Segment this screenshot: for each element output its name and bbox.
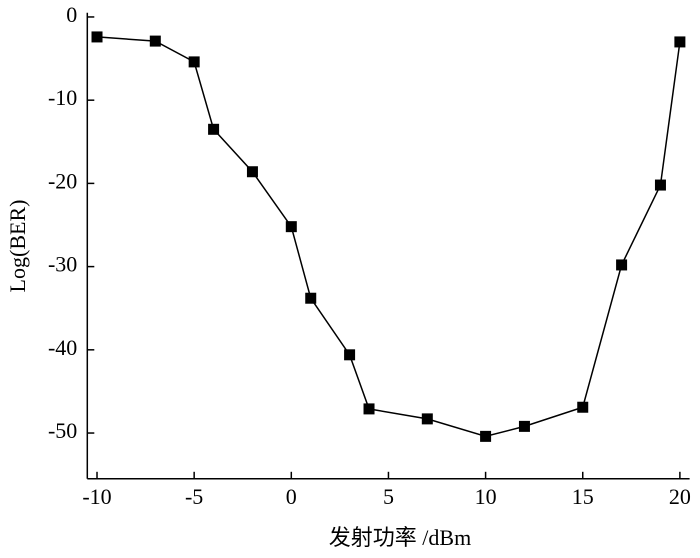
data-point <box>285 221 297 233</box>
y-tick-label: -50 <box>48 418 77 443</box>
data-point <box>91 31 103 43</box>
x-tick-label: -5 <box>185 484 203 509</box>
y-tick-label: -10 <box>48 85 77 110</box>
x-tick-label: -10 <box>82 484 111 509</box>
y-tick-label: -20 <box>48 168 77 193</box>
data-point <box>421 413 433 425</box>
data-point <box>518 420 530 432</box>
data-point <box>480 430 492 442</box>
y-axis-label: Log(BER) <box>5 200 30 293</box>
data-point <box>305 292 317 304</box>
data-point <box>188 56 200 68</box>
x-tick-label: 0 <box>286 484 297 509</box>
data-point <box>674 36 686 48</box>
data-point <box>654 179 666 191</box>
data-line <box>96 36 681 438</box>
y-tick-label: -30 <box>48 252 77 277</box>
data-point <box>363 403 375 415</box>
data-point <box>344 349 356 361</box>
x-tick-label: 15 <box>572 484 594 509</box>
data-point <box>149 35 161 47</box>
data-point <box>208 123 220 135</box>
data-point <box>246 166 258 178</box>
x-tick-label: 20 <box>669 484 691 509</box>
x-tick-label: 5 <box>383 484 394 509</box>
data-point <box>616 259 628 271</box>
y-tick-label: -40 <box>48 335 77 360</box>
data-point <box>577 401 589 413</box>
x-tick-label: 10 <box>475 484 497 509</box>
y-tick-label: 0 <box>66 2 77 27</box>
x-axis-label: 发射功率 /dBm <box>329 525 471 550</box>
